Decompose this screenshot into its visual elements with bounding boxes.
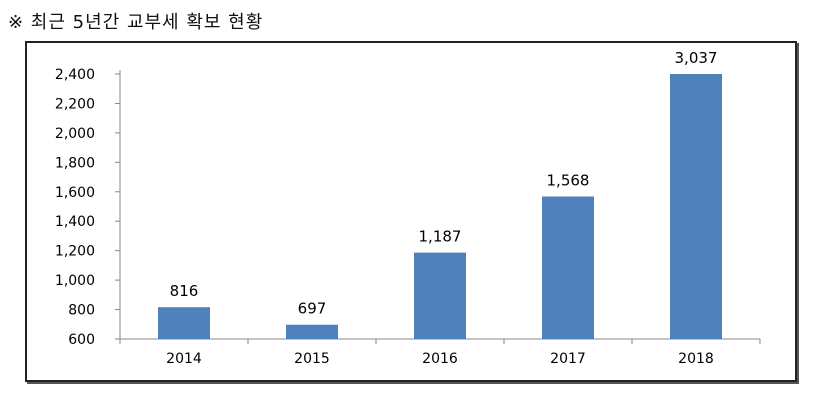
data-label-2018: 3,037 <box>675 49 718 67</box>
x-category-label: 2017 <box>550 351 586 367</box>
data-label-2017: 1,568 <box>547 171 590 189</box>
data-label-2016: 1,187 <box>419 228 462 246</box>
chart-bars <box>158 74 722 339</box>
y-tick-label: 1,800 <box>55 155 95 171</box>
y-tick-label: 1,600 <box>55 185 95 201</box>
y-tick-label: 1,400 <box>55 214 95 230</box>
y-tick-label: 1,200 <box>55 244 95 260</box>
chart-frame <box>25 41 797 382</box>
data-label-2015: 697 <box>298 300 327 318</box>
x-category-label: 2016 <box>422 351 458 367</box>
y-tick-label: 2,200 <box>55 96 95 112</box>
bar-2017 <box>542 196 594 339</box>
y-tick-label: 800 <box>68 303 95 319</box>
page-title: ※ 최근 5년간 교부세 확보 현황 <box>8 12 264 33</box>
data-label-2014: 816 <box>170 282 199 300</box>
bar-2014 <box>158 307 210 339</box>
x-category-label: 2014 <box>166 351 202 367</box>
chart-axes: 600 800 1,000 1,200 1,400 1,600 1,800 2,000 2,20… <box>55 67 761 348</box>
y-tick-label: 2,000 <box>55 126 95 142</box>
x-category-label: 2018 <box>678 351 714 367</box>
y-tick-label: 2,400 <box>55 67 95 83</box>
bar-2015 <box>286 324 338 339</box>
chart-labels: 2014 816 2015 697 2016 1,187 2017 1,568 2018 3,03… <box>166 49 717 367</box>
bar-2016 <box>414 252 466 339</box>
y-tick-label: 600 <box>68 332 95 348</box>
y-tick-label: 1,000 <box>55 273 95 289</box>
bar-2018 <box>670 74 722 339</box>
x-category-label: 2015 <box>294 351 330 367</box>
